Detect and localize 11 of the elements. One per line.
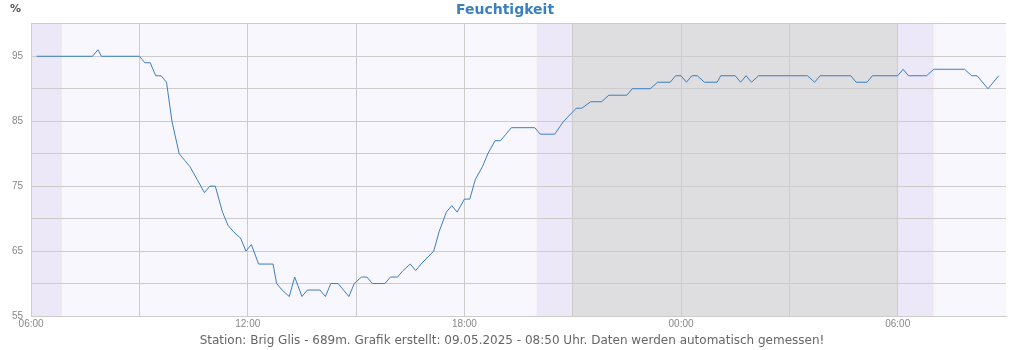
y-tick-label: 95 — [12, 50, 24, 62]
x-tick-label: 18:00 — [451, 317, 478, 329]
x-tick-label: 12:00 — [235, 317, 261, 329]
y-tick-label: 85 — [12, 114, 24, 126]
chart-title: Feuchtigkeit — [455, 1, 555, 18]
x-tick-label: 06:00 — [885, 317, 911, 329]
x-tick-label: 00:00 — [668, 317, 694, 329]
y-axis-title: % — [10, 2, 22, 16]
y-tick-label: 75 — [12, 179, 24, 191]
y-tick-label: 65 — [12, 244, 24, 256]
text: Station: Brig Glis - 689m. Grafik erstellt: 09.05.2025 - 08:50 Uhr. Daten werden automatisch gemessen! — [199, 333, 825, 348]
